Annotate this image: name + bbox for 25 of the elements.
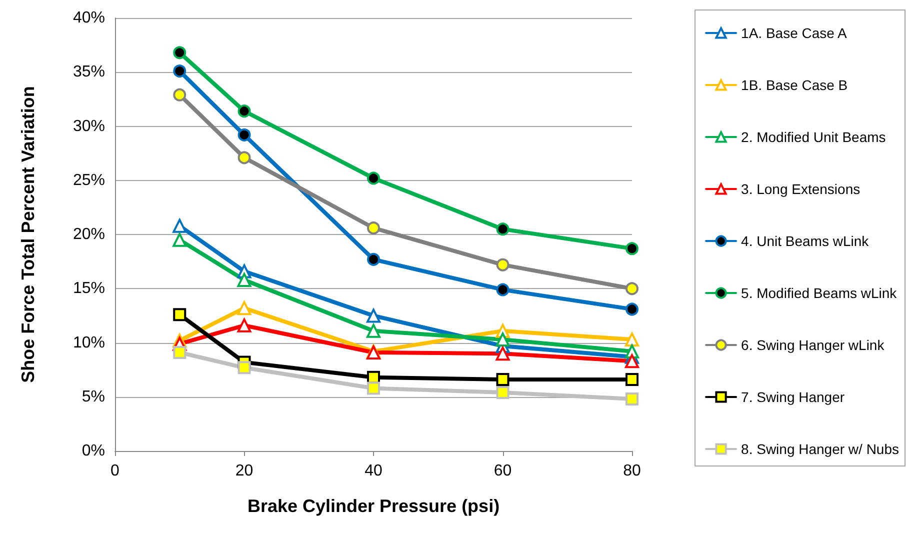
x-axis-title: Brake Cylinder Pressure (psi) bbox=[247, 496, 500, 516]
y-tick-label: 0% bbox=[82, 442, 105, 460]
y-axis-title: Shoe Force Total Percent Variation bbox=[18, 86, 38, 383]
legend-label: 3. Long Extensions bbox=[741, 181, 860, 197]
x-tick-label: 0 bbox=[110, 462, 120, 480]
legend-label: 4. Unit Beams wLink bbox=[741, 233, 870, 249]
y-tick-label: 15% bbox=[72, 280, 105, 298]
x-tick-label: 40 bbox=[364, 462, 382, 480]
legend-label: 7. Swing Hanger bbox=[741, 389, 845, 405]
y-tick-label: 30% bbox=[72, 118, 105, 135]
legend-label: 5. Modified Beams wLink bbox=[741, 285, 898, 301]
x-tick-label: 60 bbox=[494, 462, 512, 480]
y-tick-label: 10% bbox=[72, 334, 105, 352]
y-tick-label: 25% bbox=[72, 172, 105, 189]
y-tick-label: 35% bbox=[72, 64, 105, 81]
y-tick-label: 5% bbox=[82, 388, 105, 406]
legend-label: 8. Swing Hanger w/ Nubs bbox=[741, 441, 900, 457]
legend-label: 2. Modified Unit Beams bbox=[741, 129, 886, 145]
y-tick-label: 40% bbox=[72, 10, 105, 26]
legend-label: 1A. Base Case A bbox=[741, 25, 848, 41]
legend-label: 6. Swing Hanger wLink bbox=[741, 337, 886, 353]
y-tick-label: 20% bbox=[72, 226, 105, 243]
x-tick-label: 20 bbox=[235, 462, 254, 480]
x-tick-label: 80 bbox=[623, 462, 641, 480]
legend-label: 1B. Base Case B bbox=[741, 77, 848, 93]
